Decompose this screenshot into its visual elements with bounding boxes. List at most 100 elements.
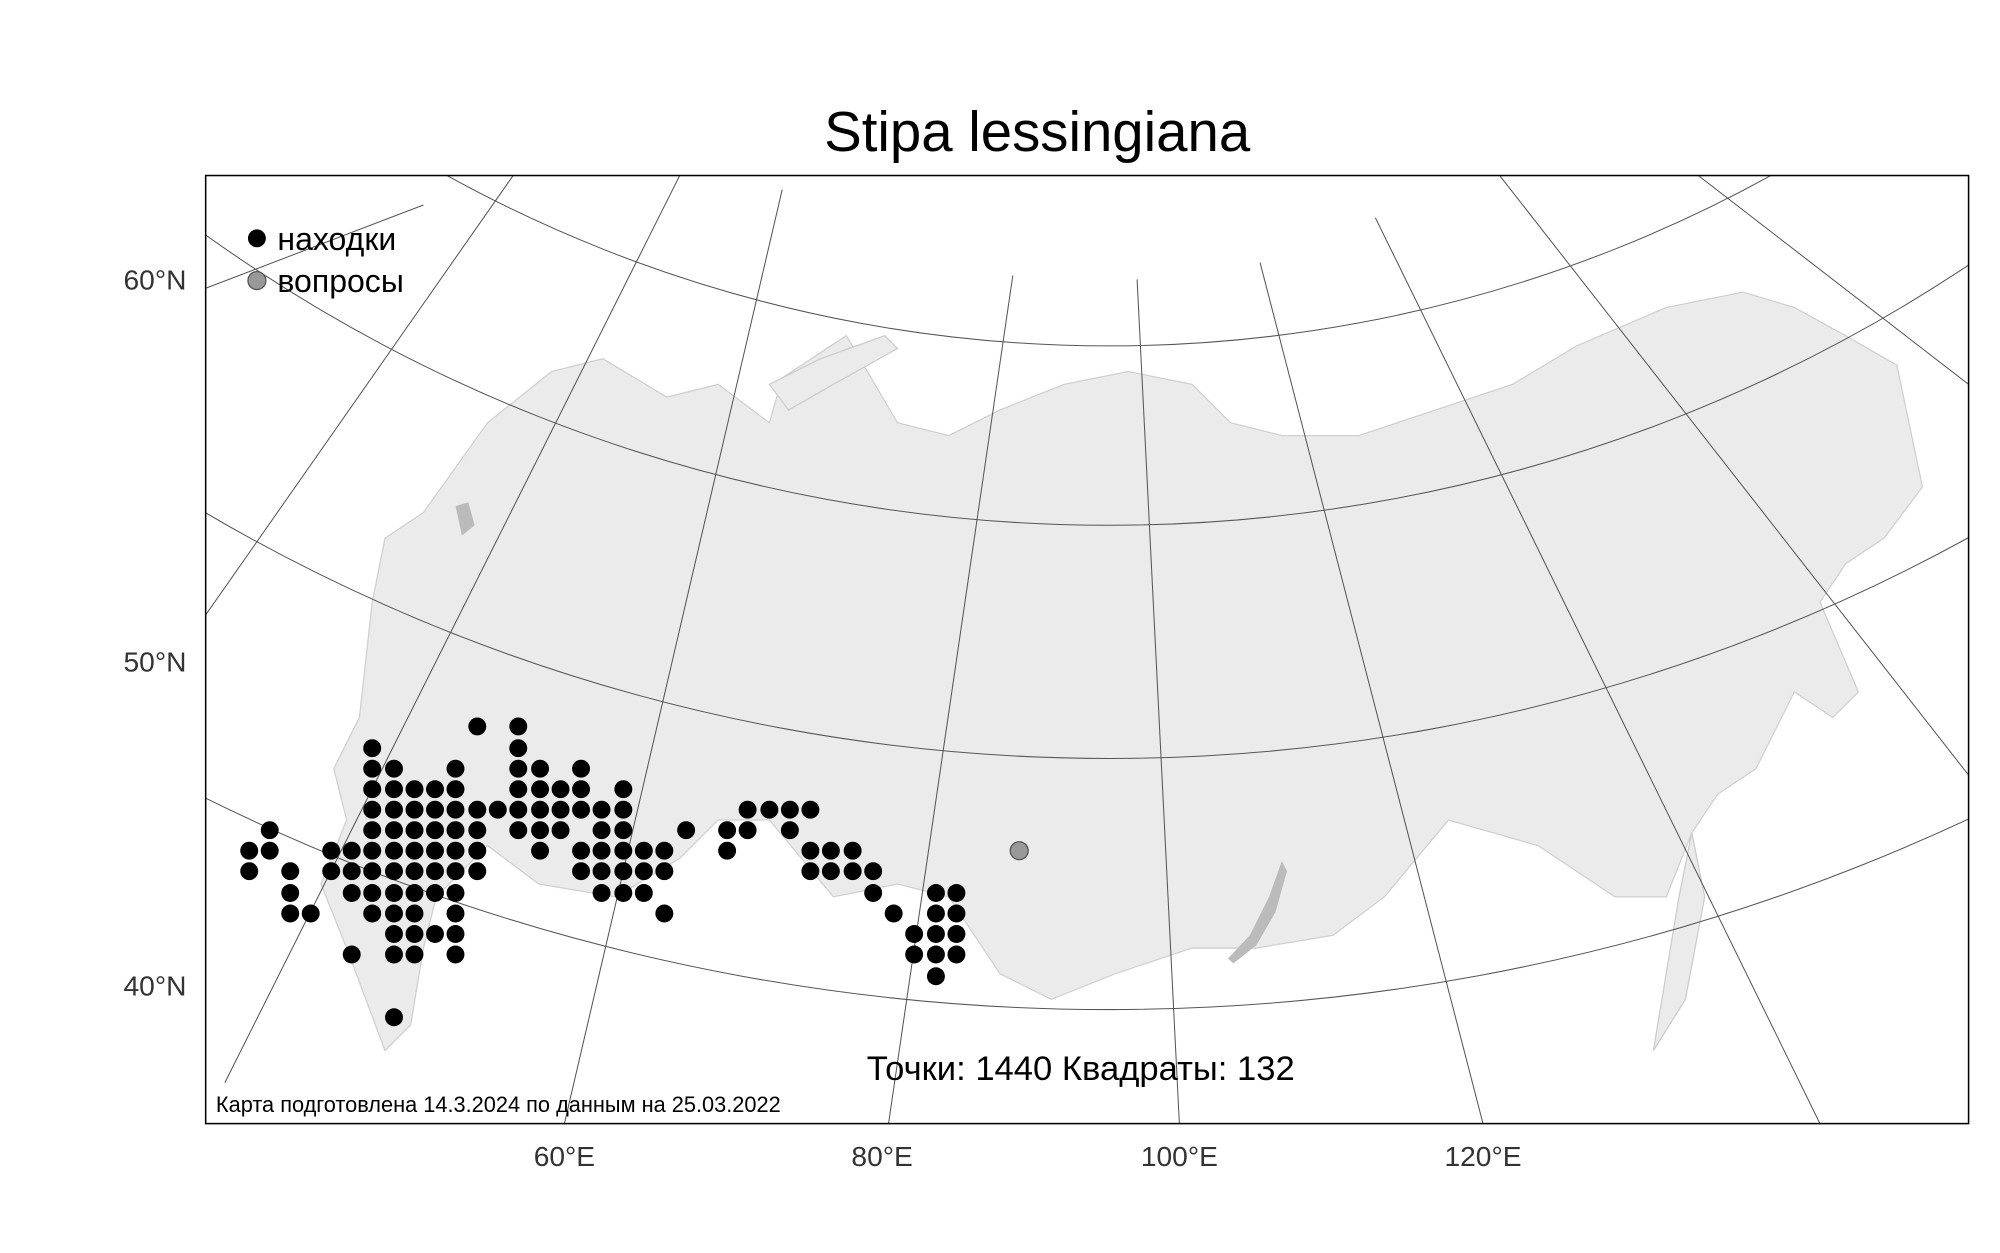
occurrence-point <box>322 862 341 881</box>
occurrence-point <box>322 841 341 860</box>
occurrence-point <box>655 841 674 860</box>
occurrence-point <box>405 841 424 860</box>
map-frame <box>204 174 1970 1125</box>
occurrence-point <box>342 884 361 902</box>
occurrence-point <box>509 739 528 758</box>
occurrence-point <box>614 800 633 819</box>
occurrence-point <box>614 862 633 881</box>
occurrence-point <box>551 780 570 799</box>
lake <box>455 502 475 536</box>
occurrence-point <box>426 821 444 840</box>
occurrence-point <box>634 862 653 881</box>
occurrence-point <box>614 841 633 860</box>
map-title: Stipa lessingiana <box>824 100 1251 163</box>
occurrence-point <box>655 862 674 881</box>
occurrence-point <box>363 800 382 819</box>
occurrence-point <box>780 800 799 819</box>
occurrence-point <box>363 739 382 758</box>
occurrence-point <box>884 904 903 923</box>
occurrence-point <box>926 967 945 986</box>
occurrence-point <box>718 821 737 840</box>
occurrence-point <box>509 759 528 778</box>
occurrence-point <box>551 800 570 819</box>
occurrence-point <box>509 800 528 819</box>
occurrence-point <box>385 841 403 860</box>
occurrence-point <box>572 841 591 860</box>
occurrence-point <box>926 945 945 964</box>
occurrence-point <box>572 800 591 819</box>
occurrence-point <box>531 821 550 840</box>
occurrence-point <box>446 800 465 819</box>
occurrence-point <box>509 821 528 840</box>
occurrence-point <box>592 862 611 881</box>
note: Карта подготовлена 14.3.2024 по данным н… <box>216 1092 781 1117</box>
occurrence-point <box>426 884 444 902</box>
occurrence-point <box>947 904 966 923</box>
occurrence-point <box>531 841 550 860</box>
occurrence-point <box>385 780 403 799</box>
occurrence-point <box>385 945 403 964</box>
occurrence-point <box>614 821 633 840</box>
occurrence-point <box>801 841 820 860</box>
occurrence-point <box>634 884 653 902</box>
lat-label: 40°N <box>123 969 186 1001</box>
occurrence-point <box>281 884 300 902</box>
occurrence-point <box>446 945 465 964</box>
occurrence-point <box>385 925 403 943</box>
legend-label: находки <box>277 221 396 257</box>
occurrence-point <box>446 925 465 943</box>
occurrence-point <box>531 759 550 778</box>
occurrence-point <box>405 862 424 881</box>
occurrence-point <box>947 925 966 943</box>
island <box>768 334 899 411</box>
occurrence-point <box>363 904 382 923</box>
occurrence-point <box>738 821 757 840</box>
occurrence-point <box>446 759 465 778</box>
occurrence-point <box>551 821 570 840</box>
occurrence-point <box>572 780 591 799</box>
occurrence-point <box>509 717 528 736</box>
occurrence-point <box>531 800 550 819</box>
occurrence-point <box>531 780 550 799</box>
occurrence-point <box>614 780 633 799</box>
occurrence-point <box>926 925 945 943</box>
occurrence-point <box>509 780 528 799</box>
occurrence-point <box>363 841 382 860</box>
occurrence-point <box>426 780 444 799</box>
occurrence-point <box>405 945 424 964</box>
occurrence-point <box>468 862 487 881</box>
occurrence-point <box>405 800 424 819</box>
occurrence-point <box>821 862 840 881</box>
occurrence-point <box>614 884 633 902</box>
occurrence-point <box>843 862 862 881</box>
occurrence-point <box>363 821 382 840</box>
occurrence-point <box>342 862 361 881</box>
occurrence-point <box>655 904 674 923</box>
occurrence-point <box>446 904 465 923</box>
occurrence-point <box>260 841 279 860</box>
occurrence-point <box>926 884 945 902</box>
occurrence-point <box>592 821 611 840</box>
occurrence-point <box>385 904 403 923</box>
occurrence-point <box>947 945 966 964</box>
occurrence-point <box>821 841 840 860</box>
occurrence-point <box>801 800 820 819</box>
occurrence-point <box>760 800 779 819</box>
occurrence-point <box>634 841 653 860</box>
occurrence-point <box>301 904 320 923</box>
lat-label: 60°N <box>123 264 186 296</box>
occurrence-point <box>385 759 403 778</box>
occurrence-point <box>592 841 611 860</box>
occurrence-point <box>592 800 611 819</box>
occurrence-point <box>843 841 862 860</box>
occurrence-point <box>905 925 924 943</box>
occurrence-point <box>281 904 300 923</box>
occurrence-point <box>260 821 279 840</box>
island <box>1652 832 1706 1051</box>
legend-marker <box>247 229 266 248</box>
occurrence-point <box>405 925 424 943</box>
lon-label: 100°E <box>1141 1140 1218 1172</box>
occurrence-point <box>405 780 424 799</box>
